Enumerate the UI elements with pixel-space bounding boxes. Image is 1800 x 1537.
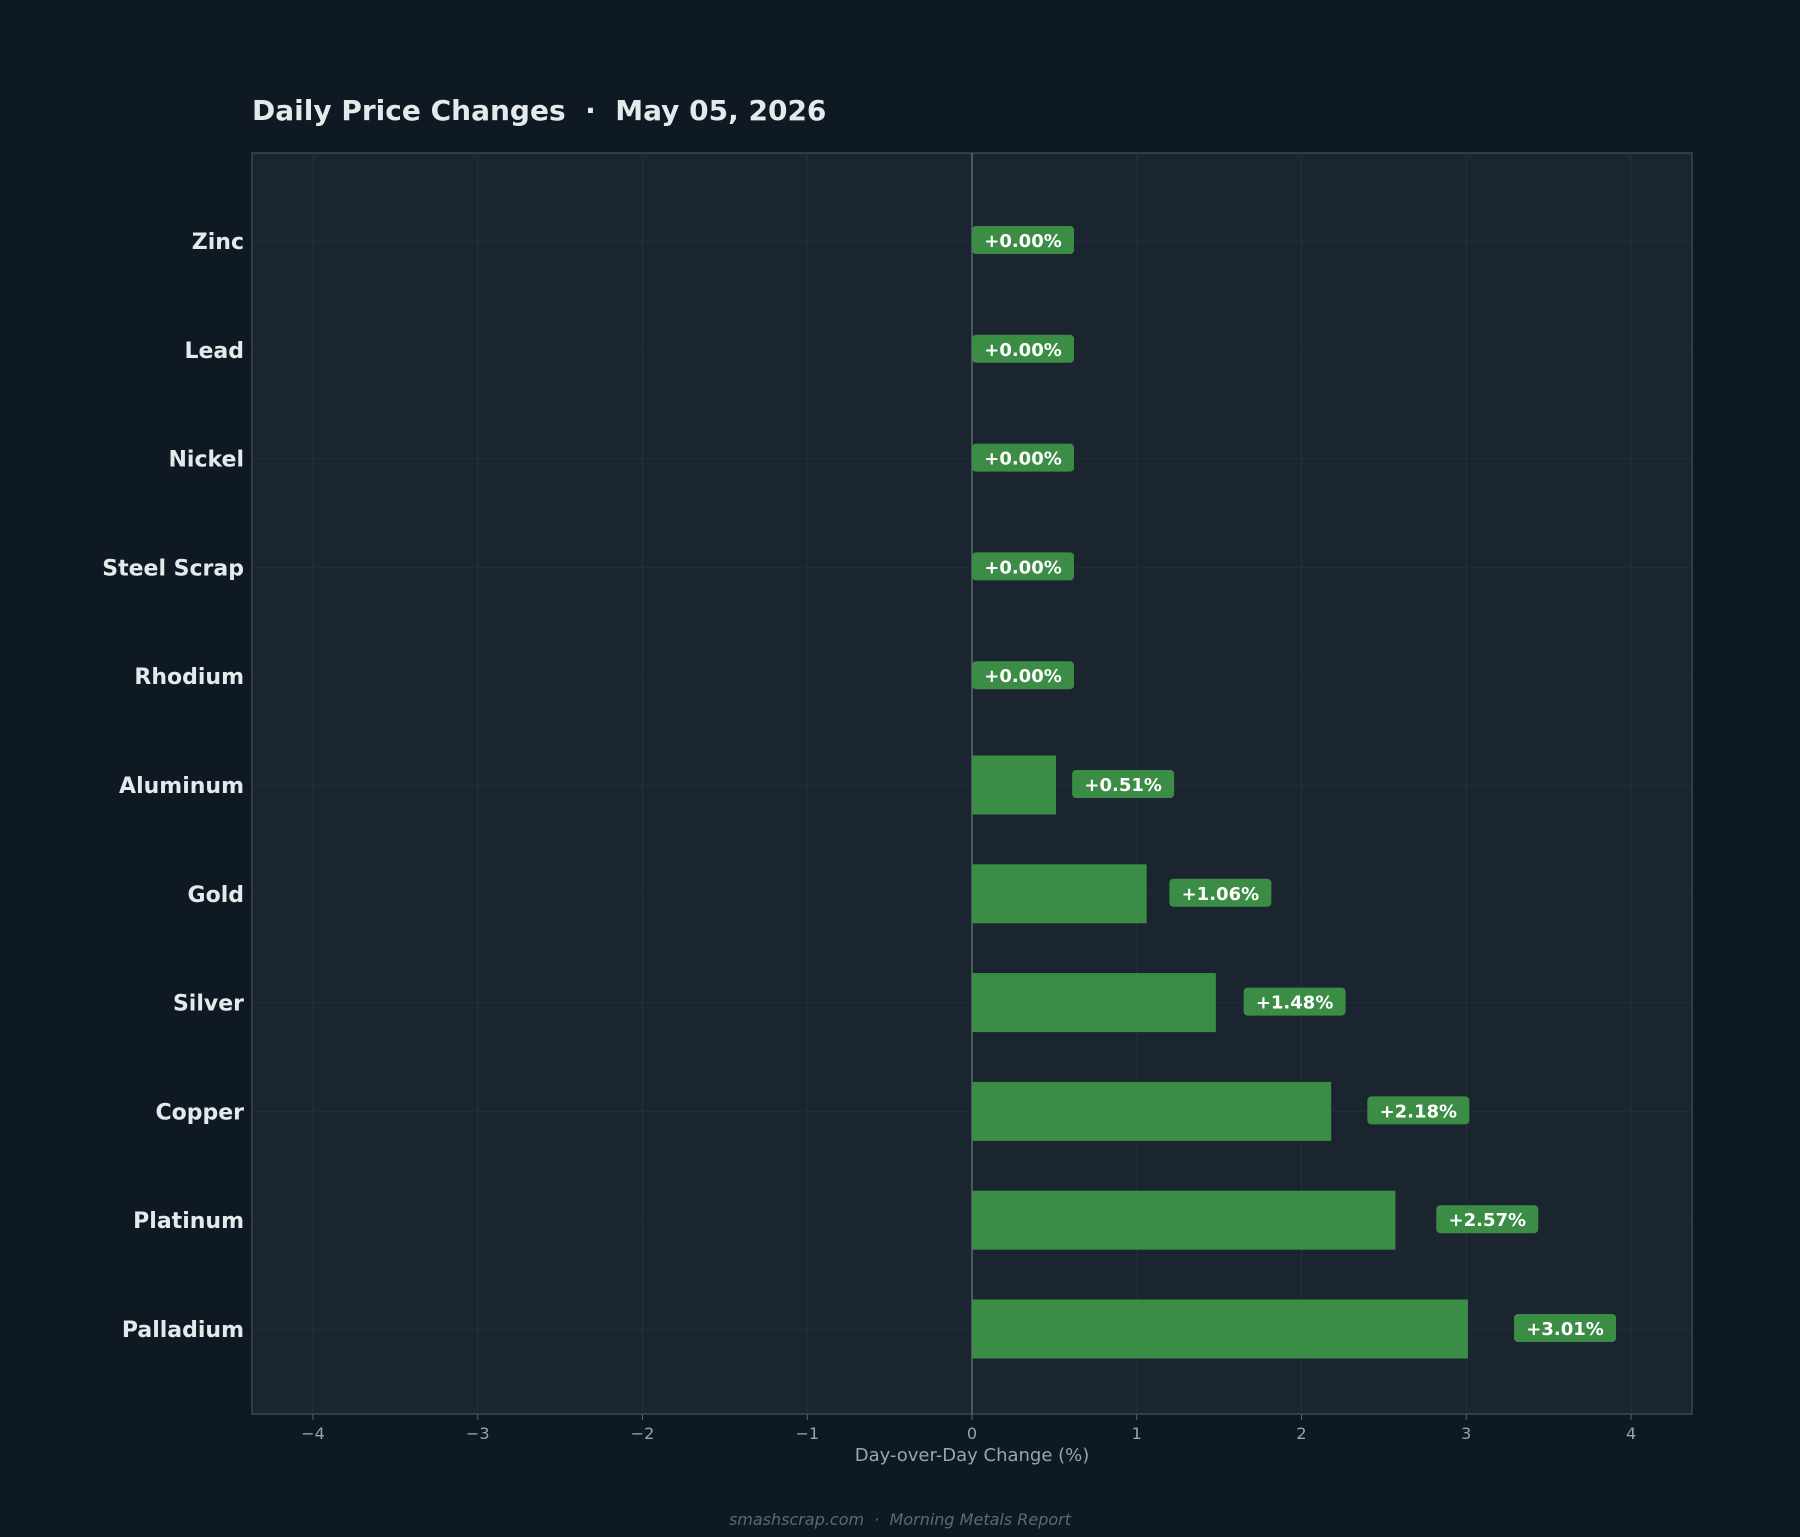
value-label-box bbox=[972, 552, 1074, 581]
category-label: Copper bbox=[155, 1100, 244, 1125]
category-label: Gold bbox=[188, 883, 244, 908]
value-label-box bbox=[972, 334, 1074, 363]
value-label-box bbox=[1436, 1205, 1539, 1234]
value-label: +0.00% bbox=[984, 340, 1062, 361]
value-label: +1.06% bbox=[1182, 884, 1260, 905]
x-tick-label: 0 bbox=[967, 1424, 977, 1443]
value-label: +0.00% bbox=[984, 666, 1062, 687]
bar bbox=[972, 973, 1216, 1033]
value-label-box bbox=[1367, 1096, 1470, 1125]
x-tick-label: 2 bbox=[1296, 1424, 1306, 1443]
footer-credit: smashscrap.com · Morning Metals Report bbox=[728, 1510, 1072, 1529]
value-label: +0.00% bbox=[984, 231, 1062, 252]
category-label: Rhodium bbox=[134, 665, 244, 690]
value-label-box bbox=[1072, 770, 1175, 798]
x-tick-label: −4 bbox=[301, 1424, 325, 1443]
x-tick-label: −1 bbox=[795, 1424, 819, 1443]
value-label: +0.00% bbox=[984, 449, 1062, 470]
value-label: +0.51% bbox=[1084, 775, 1162, 796]
value-label: +3.01% bbox=[1526, 1319, 1604, 1340]
category-label: Platinum bbox=[133, 1209, 244, 1234]
x-axis-label: Day-over-Day Change (%) bbox=[854, 1445, 1090, 1466]
value-label-box bbox=[972, 226, 1074, 254]
x-tick-label: −2 bbox=[631, 1424, 655, 1443]
x-tick-label: 3 bbox=[1461, 1424, 1471, 1443]
chart-title: Daily Price Changes · May 05, 2026 bbox=[252, 94, 827, 127]
bar bbox=[972, 755, 1057, 815]
category-label: Nickel bbox=[169, 448, 245, 473]
bar bbox=[972, 1081, 1332, 1141]
category-label: Palladium bbox=[122, 1318, 244, 1343]
bar bbox=[972, 864, 1147, 924]
bar bbox=[972, 1299, 1468, 1359]
value-label: +2.18% bbox=[1380, 1101, 1458, 1122]
value-label-box bbox=[1243, 987, 1346, 1016]
category-label: Silver bbox=[173, 992, 244, 1017]
category-label: Aluminum bbox=[119, 774, 244, 799]
x-tick-label: 4 bbox=[1626, 1424, 1636, 1443]
x-tick-label: −3 bbox=[466, 1424, 490, 1443]
value-label-box bbox=[1169, 878, 1272, 907]
value-label-box bbox=[1514, 1314, 1617, 1342]
value-label: +1.48% bbox=[1256, 993, 1334, 1014]
category-label: Steel Scrap bbox=[102, 556, 244, 581]
value-label-box bbox=[972, 661, 1074, 690]
category-label: Lead bbox=[184, 339, 244, 364]
value-label-box bbox=[972, 443, 1074, 472]
value-label: +2.57% bbox=[1449, 1210, 1527, 1231]
bar bbox=[972, 1190, 1396, 1250]
x-tick-label: 1 bbox=[1132, 1424, 1142, 1443]
value-label: +0.00% bbox=[984, 557, 1062, 578]
category-label: Zinc bbox=[192, 230, 244, 255]
